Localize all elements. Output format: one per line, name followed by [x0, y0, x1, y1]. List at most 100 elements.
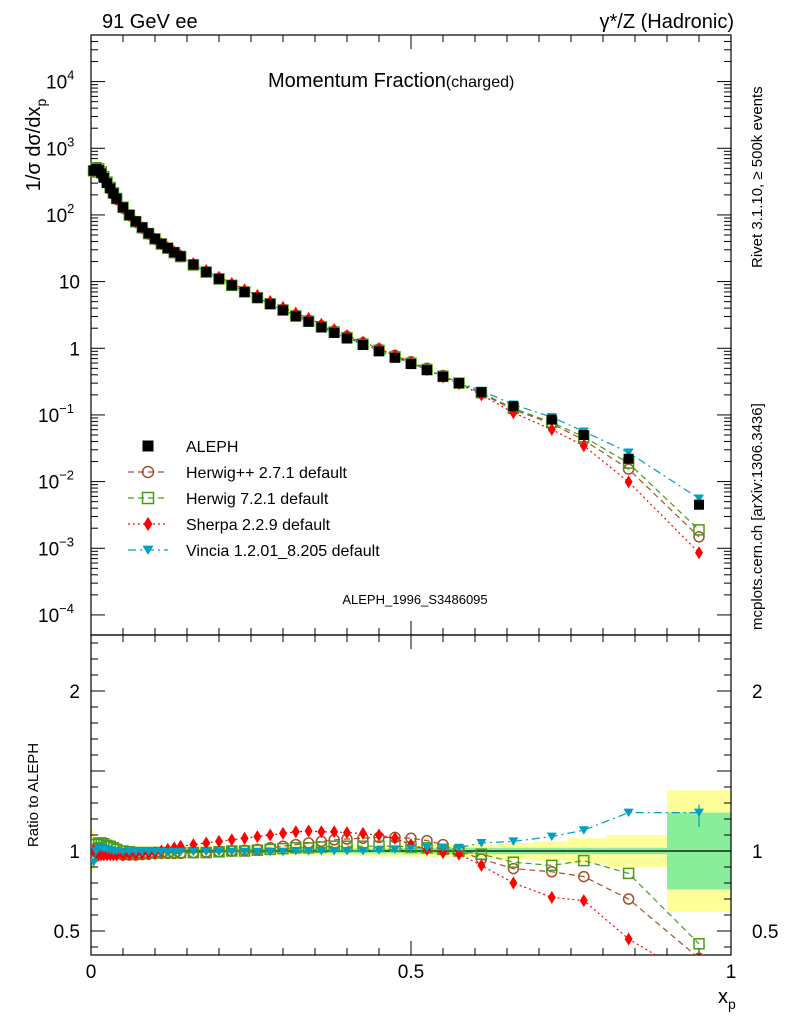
ratio-point-2 [547, 890, 556, 904]
aleph-data-point [390, 352, 400, 363]
main-title-text: Momentum Fraction [268, 70, 446, 92]
ratio-point-3 [124, 847, 135, 857]
y-tick-base: 10 [46, 73, 67, 94]
ratio-point-3 [137, 847, 148, 857]
ratio-point-3 [156, 847, 167, 857]
ratio-point-3 [316, 847, 327, 856]
ratio-point-1 [507, 856, 520, 868]
aleph-data-point [188, 259, 199, 270]
aleph-data-point [303, 316, 314, 327]
ratio-point-2 [240, 831, 249, 845]
y-tick-label: 10−1 [38, 401, 74, 427]
ratio-point-3 [578, 826, 589, 835]
main-point-3 [623, 448, 634, 458]
aleph-data-point [162, 242, 173, 253]
ratio-point-3 [329, 847, 340, 856]
ratio-point-2 [266, 828, 275, 842]
ratio-point-3 [454, 843, 464, 853]
aleph-data-point [98, 172, 109, 183]
ratio-point-2 [304, 824, 313, 838]
x-tick-label: 1 [726, 962, 737, 983]
ratio-point-2 [477, 858, 486, 872]
ratio-point-3 [118, 847, 128, 857]
ratio-point-3 [358, 847, 368, 856]
aleph-data-point [546, 414, 557, 425]
ratio-point-3 [422, 843, 432, 853]
aleph-data-point [175, 251, 186, 262]
ratio-point-3 [201, 847, 212, 857]
y-tick-label: 10 [59, 273, 80, 294]
aleph-data-point [316, 322, 327, 333]
y-tick-label: 103 [46, 134, 74, 160]
main-point-2 [624, 475, 633, 489]
ratio-point-3 [390, 845, 400, 854]
ratio-point-0 [622, 893, 635, 905]
main-ylabel: 1/σ dσ/dx [23, 107, 45, 192]
y-tick-exponent: −1 [59, 401, 74, 416]
aleph-data-point [358, 339, 368, 350]
ratio-point-3 [188, 847, 199, 857]
ratio-point-2 [343, 826, 351, 840]
y-tick-label: 1 [69, 339, 80, 360]
ratio-point-3 [214, 847, 224, 857]
main-y-axis-label: 1/σ dσ/dxp [23, 99, 49, 192]
ratio-point-3 [438, 843, 448, 853]
ratio-point-3 [265, 847, 276, 857]
ratio-point-3 [303, 847, 314, 856]
header-left-label: 91 GeV ee [102, 11, 198, 33]
legend-label: ALEPH [186, 439, 238, 456]
ratio-point-2 [375, 828, 383, 842]
aleph-data-point [124, 209, 135, 220]
y-tick-base: 10 [46, 206, 67, 227]
aleph-data-point [143, 228, 154, 239]
ratio-curves [91, 804, 705, 955]
aleph-data-point [226, 280, 237, 291]
ratio-point-3 [143, 847, 154, 857]
ratio-y-axis-label: Ratio to ALEPH [25, 743, 42, 847]
aleph-data-point [156, 238, 167, 249]
x-axis-label: xp [718, 986, 736, 1012]
aleph-data-point [137, 222, 148, 233]
ratio-point-2 [215, 834, 223, 848]
aleph-data-point [105, 183, 116, 194]
ratio-point-3 [175, 847, 186, 857]
ratio-point-2 [291, 825, 300, 839]
aleph-data-point [111, 193, 122, 204]
ratio-point-2 [202, 836, 211, 850]
ratio-point-3 [91, 858, 99, 867]
ratio-y-tick-label: 1 [69, 842, 80, 863]
ratio-point-3 [290, 847, 301, 856]
legend-marker [142, 545, 154, 555]
y-tick-base: 10 [38, 406, 59, 427]
x-axis-label-text: x [718, 986, 728, 1008]
main-point-1 [693, 524, 705, 536]
y-tick-base: 10 [46, 139, 67, 160]
ratio-y-tick-label: 2 [69, 682, 80, 703]
ratio-y-tick-label-right: 0.5 [752, 922, 778, 943]
ratio-point-3 [342, 847, 352, 856]
main-point-2 [695, 546, 703, 560]
legend-label: Herwig++ 2.7.1 default [186, 465, 348, 482]
y-tick-base: 10 [38, 606, 59, 627]
aleph-data-point [374, 346, 384, 357]
aleph-data-point [265, 299, 276, 310]
aleph-data-point [578, 430, 589, 440]
aleph-data-point [454, 378, 464, 389]
y-tick-exponent: −3 [59, 534, 74, 549]
main-point-0 [622, 463, 635, 475]
ratio-point-1 [622, 867, 635, 880]
ratio-y-tick-label: 0.5 [54, 922, 80, 943]
ratio-point-3 [476, 839, 487, 848]
main-point-0 [693, 531, 705, 543]
ratio-point-3 [239, 847, 250, 857]
ratio-point-2 [391, 831, 399, 845]
y-tick-exponent: −2 [59, 468, 74, 483]
aleph-data-point [214, 273, 224, 284]
aleph-data-point [252, 292, 263, 303]
legend-marker [141, 465, 155, 479]
aleph-data-point [201, 266, 212, 277]
ratio-point-3 [252, 847, 263, 857]
x-axis-label-subscript: p [728, 996, 736, 1012]
y-tick-exponent: 2 [67, 201, 74, 216]
